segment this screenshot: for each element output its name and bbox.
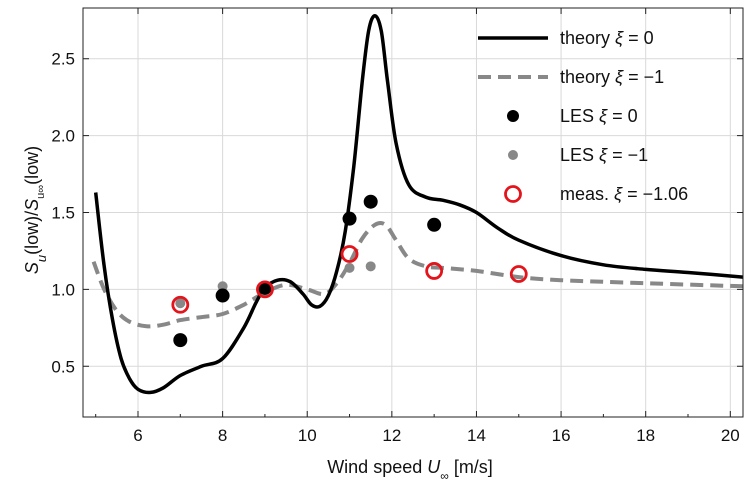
series-3-point-1 <box>217 281 228 292</box>
legend-label-2: LES ξ = 0 <box>560 106 638 126</box>
x-tick-label-5: 16 <box>552 426 571 445</box>
x-tick-label-0: 6 <box>133 426 142 445</box>
series-0 <box>93 13 743 395</box>
x-tick-label-7: 20 <box>721 426 740 445</box>
legend-item-4: meas. ξ = −1.06 <box>504 184 688 204</box>
series-2-point-0 <box>173 333 188 348</box>
series-4-point-2 <box>340 245 359 263</box>
legend: theory ξ = 0 theory ξ = −1 LES ξ = 0 LES ξ … <box>478 28 688 204</box>
legend-item-3: LES ξ = −1 <box>508 145 648 165</box>
y-axis-label-s3: u∞ <box>35 185 47 199</box>
legend-swatch-4 <box>504 185 522 203</box>
legend-label-1: theory ξ = −1 <box>560 67 664 87</box>
legend-label-0: theory ξ = 0 <box>560 28 654 48</box>
series-line-0 <box>93 13 743 395</box>
legend-label-4: meas. ξ = −1.06 <box>560 184 688 204</box>
y-axis-label: Su(low)/Su∞(low) <box>22 146 49 274</box>
legend-item-1: theory ξ = −1 <box>478 67 664 87</box>
series-3-point-3 <box>344 262 355 273</box>
legend-label-3: LES ξ = −1 <box>560 145 648 165</box>
x-axis-label-suffix: [m/s] <box>449 457 493 477</box>
series-3-point-0 <box>175 298 186 309</box>
x-axis-label-prefix: Wind speed <box>327 457 427 477</box>
series-4-point-1 <box>256 280 274 299</box>
series-layer <box>91 13 743 395</box>
y-tick-label-2: 1.5 <box>51 204 75 223</box>
series-2-point-3 <box>342 211 357 226</box>
x-axis-label-var: U <box>427 457 441 477</box>
y-axis-label-s1: u <box>34 255 49 262</box>
y-tick-label-1: 1.0 <box>51 280 75 299</box>
series-2-point-4 <box>363 194 378 209</box>
y-axis-label-p4: (low) <box>22 146 42 185</box>
x-tick-label-4: 14 <box>467 426 486 445</box>
x-axis-label: Wind speed U∞ [m/s] <box>327 457 493 483</box>
legend-item-2: LES ξ = 0 <box>507 106 638 126</box>
y-tick-label-4: 2.5 <box>51 50 75 69</box>
x-tick-label-2: 10 <box>298 426 317 445</box>
series-2-point-5 <box>427 217 442 232</box>
legend-swatch-2 <box>507 110 519 122</box>
y-axis-label-p2: (low)/ <box>22 211 42 255</box>
series-4 <box>171 245 528 314</box>
x-tick-label-3: 12 <box>382 426 401 445</box>
series-4-point-0 <box>171 295 190 314</box>
series-2-point-1 <box>215 288 230 303</box>
legend-swatch-3 <box>508 150 518 160</box>
legend-item-0: theory ξ = 0 <box>478 28 654 48</box>
x-tick-label-1: 8 <box>218 426 227 445</box>
x-tick-label-6: 18 <box>636 426 655 445</box>
x-axis-label-sub: ∞ <box>440 469 449 483</box>
series-3-point-4 <box>365 261 376 272</box>
series-4-point-3 <box>425 262 444 280</box>
y-axis-label-p3: S <box>22 199 42 211</box>
ticks: 6 8 10 12 14 16 18 20 0.5 1.0 1.5 2.0 2.5 <box>51 8 743 445</box>
y-axis-label-p1: S <box>22 262 42 274</box>
grid <box>83 8 743 417</box>
y-tick-label-3: 2.0 <box>51 127 75 146</box>
series-4-point-4 <box>509 265 528 283</box>
y-tick-label-0: 0.5 <box>51 357 75 376</box>
